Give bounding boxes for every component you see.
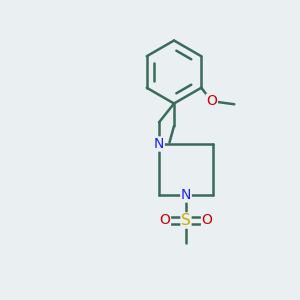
Text: O: O — [160, 214, 170, 227]
Text: N: N — [154, 137, 164, 151]
Text: O: O — [206, 94, 217, 108]
Text: O: O — [202, 214, 212, 227]
Text: S: S — [181, 213, 191, 228]
Text: N: N — [181, 188, 191, 202]
